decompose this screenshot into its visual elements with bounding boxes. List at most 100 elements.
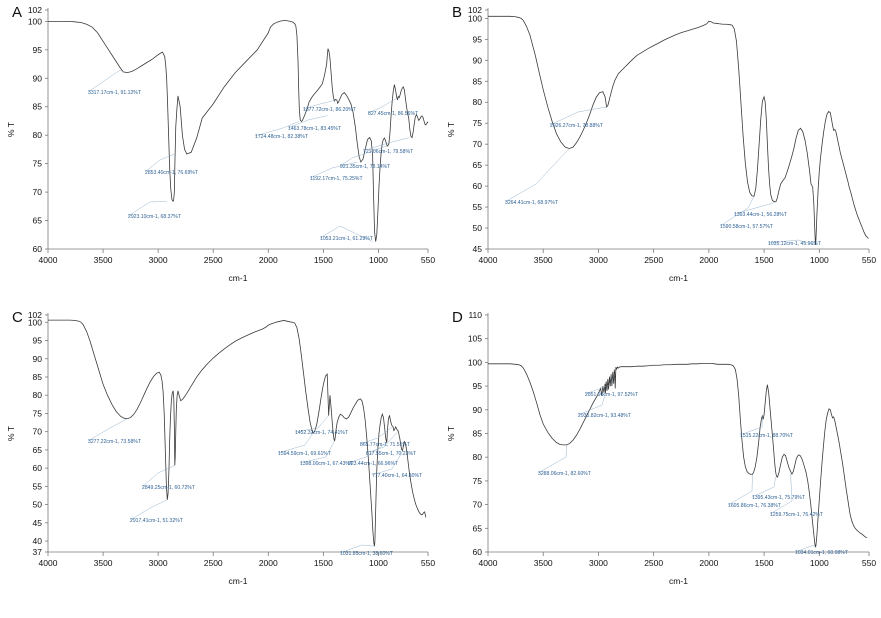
svg-text:55: 55: [33, 481, 43, 491]
panel-d: D 60 65 70 75 80 85 90 95 100 105 110 4000 3500 3000 25…: [440, 295, 881, 618]
panel-letter-c: C: [12, 309, 23, 326]
y-axis-label: % T: [6, 426, 16, 441]
svg-text:2000: 2000: [259, 255, 278, 265]
peak-label: 3264.41cm-1, 68.97%T: [505, 200, 558, 206]
svg-text:70: 70: [33, 427, 43, 437]
svg-text:1000: 1000: [369, 558, 388, 568]
peak-label: 1590.58cm-1, 57.57%T: [720, 224, 773, 230]
svg-text:90: 90: [473, 405, 483, 415]
svg-text:60: 60: [33, 463, 43, 473]
svg-text:102: 102: [468, 5, 482, 15]
panel-a: A 60 65 70 75 80 85 90 95 100 102 4000 3500 3000 2500 2…: [0, 0, 440, 295]
svg-text:60: 60: [33, 244, 43, 254]
svg-text:3000: 3000: [149, 255, 168, 265]
svg-text:3500: 3500: [534, 255, 553, 265]
svg-text:4000: 4000: [39, 255, 58, 265]
svg-text:2000: 2000: [259, 558, 278, 568]
svg-text:4000: 4000: [39, 558, 58, 568]
svg-text:85: 85: [33, 102, 43, 112]
peak-label: 1605.86cm-1, 76.38%T: [728, 503, 781, 509]
peak-label: 2849.25cm-1, 60.72%T: [142, 485, 195, 491]
peak-label: 1259.75cm-1, 76.42%T: [770, 512, 823, 518]
svg-text:80: 80: [33, 130, 43, 140]
panel-letter-a: A: [12, 4, 23, 21]
svg-text:60: 60: [473, 547, 483, 557]
svg-text:100: 100: [468, 357, 482, 367]
svg-text:3000: 3000: [589, 558, 608, 568]
peak-label: 1031.85cm-1, 38.60%T: [340, 551, 393, 557]
svg-text:55: 55: [473, 202, 483, 212]
svg-text:75: 75: [473, 476, 483, 486]
svg-text:65: 65: [473, 523, 483, 533]
svg-text:102: 102: [28, 310, 42, 320]
peak-label: 1034.01cm-1, 60.98%T: [795, 550, 848, 556]
svg-text:75: 75: [33, 159, 43, 169]
peak-label: 923.44cm-1, 66.96%T: [348, 461, 398, 467]
svg-text:80: 80: [473, 452, 483, 462]
svg-text:102: 102: [28, 5, 42, 15]
svg-text:3500: 3500: [94, 558, 113, 568]
peak-label: 827.45cm-1, 86.56%T: [368, 111, 418, 117]
peak-label: 1398.00cm-1, 67.43%T: [300, 461, 353, 467]
spectrum-curve: [488, 15, 869, 246]
svg-text:1500: 1500: [314, 255, 333, 265]
peak-label: 2935.82cm-1, 93.48%T: [578, 413, 631, 419]
svg-text:50: 50: [473, 223, 483, 233]
svg-text:75: 75: [33, 408, 43, 418]
peak-label: 1452.32cm-1, 74.41%T: [295, 430, 348, 436]
svg-text:90: 90: [473, 55, 483, 65]
svg-text:4000: 4000: [479, 558, 498, 568]
svg-text:60: 60: [473, 181, 483, 191]
peak-label: 1594.59cm-1, 69.61%T: [278, 451, 331, 457]
peak-label: 1053.21cm-1, 61.29%T: [320, 236, 373, 242]
svg-text:65: 65: [33, 445, 43, 455]
svg-text:105: 105: [468, 334, 482, 344]
svg-text:100: 100: [28, 16, 42, 26]
svg-text:50: 50: [33, 500, 43, 510]
peak-label: 921.35cm-1, 78.14%T: [340, 164, 390, 170]
peak-label: 817.55cm-1, 70.23%T: [366, 451, 416, 457]
svg-text:80: 80: [473, 97, 483, 107]
svg-text:45: 45: [473, 244, 483, 254]
svg-text:85: 85: [33, 372, 43, 382]
spectrum-curve: [488, 362, 867, 548]
peak-label: 2851.96cm-1, 97.52%T: [585, 392, 638, 398]
svg-text:70: 70: [473, 139, 483, 149]
svg-text:45: 45: [33, 518, 43, 528]
peak-label: 1192.17cm-1, 75.25%T: [310, 176, 363, 182]
svg-text:1000: 1000: [810, 255, 829, 265]
svg-text:85: 85: [473, 76, 483, 86]
svg-text:100: 100: [468, 13, 482, 23]
svg-text:2500: 2500: [204, 558, 223, 568]
svg-text:90: 90: [33, 354, 43, 364]
x-axis-label: cm-1: [669, 576, 688, 586]
peak-label: 1377.72cm-1, 86.20%T: [303, 107, 356, 113]
svg-text:3000: 3000: [589, 255, 608, 265]
svg-text:100: 100: [28, 317, 42, 327]
spectrum-curve: [48, 19, 429, 242]
peak-label: 1515.22cm-1, 88.70%T: [740, 433, 793, 439]
peak-label: 1395.43cm-1, 75.79%T: [752, 495, 805, 501]
peak-label: 721.06cm-1, 79.58%T: [363, 149, 413, 155]
svg-text:550: 550: [421, 255, 435, 265]
svg-text:2000: 2000: [699, 558, 718, 568]
panel-c: C 37 40 45 50 55 60 65 70 75 80 85 90 95 100 102 4000 350…: [0, 295, 440, 618]
peak-label: 2923.10cm-1, 68.37%T: [128, 214, 181, 220]
svg-text:110: 110: [468, 310, 482, 320]
svg-text:1500: 1500: [755, 558, 774, 568]
svg-text:95: 95: [473, 34, 483, 44]
svg-text:2000: 2000: [699, 255, 718, 265]
svg-text:65: 65: [33, 216, 43, 226]
svg-text:3500: 3500: [94, 255, 113, 265]
svg-text:1500: 1500: [314, 558, 333, 568]
y-axis-label: % T: [446, 122, 456, 137]
spectrum-curve: [48, 319, 427, 547]
svg-text:37: 37: [33, 547, 43, 557]
peak-label: 865.77cm-1, 71.51%T: [360, 442, 410, 448]
y-axis-label: % T: [446, 426, 456, 441]
x-axis-label: cm-1: [229, 576, 248, 586]
svg-text:2500: 2500: [204, 255, 223, 265]
peak-label: 3317.17cm-1, 91.12%T: [88, 90, 141, 96]
